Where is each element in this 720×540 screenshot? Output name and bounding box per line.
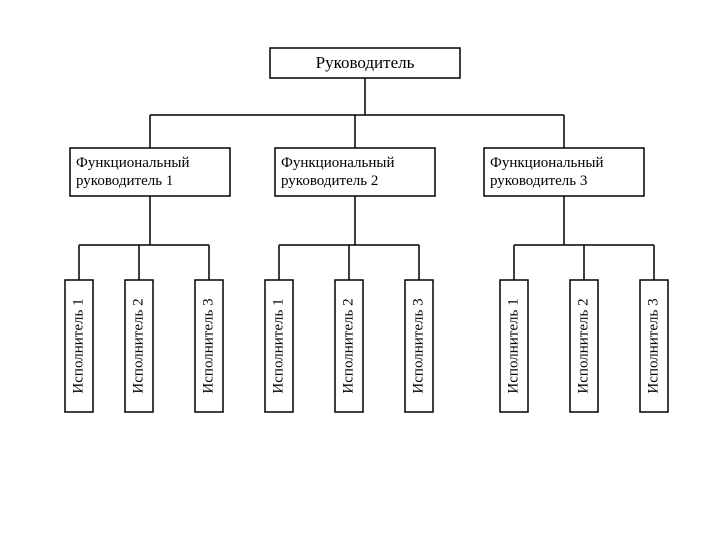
manager-label-line2-0: руководитель 1 (76, 173, 173, 189)
executor-label-4: Исполнитель 2 (340, 298, 356, 393)
manager-label-line1-0: Функциональный (76, 155, 190, 171)
executor-label-8: Исполнитель 3 (645, 298, 661, 393)
executor-label-5: Исполнитель 3 (410, 298, 426, 393)
manager-label-line1-1: Функциональный (281, 155, 395, 171)
manager-label-line2-2: руководитель 3 (490, 173, 587, 189)
executor-label-6: Исполнитель 1 (505, 298, 521, 393)
org-chart: Руководитель Функциональный руководитель 1… (0, 0, 720, 540)
manager-label-line2-1: руководитель 2 (281, 173, 378, 189)
manager-label-line1-2: Функциональный (490, 155, 604, 171)
executor-label-3: Исполнитель 1 (270, 298, 286, 393)
executor-label-7: Исполнитель 2 (575, 298, 591, 393)
executor-label-1: Исполнитель 2 (130, 298, 146, 393)
executor-label-0: Исполнитель 1 (70, 298, 86, 393)
executor-label-2: Исполнитель 3 (200, 298, 216, 393)
root-label: Руководитель (316, 53, 415, 72)
